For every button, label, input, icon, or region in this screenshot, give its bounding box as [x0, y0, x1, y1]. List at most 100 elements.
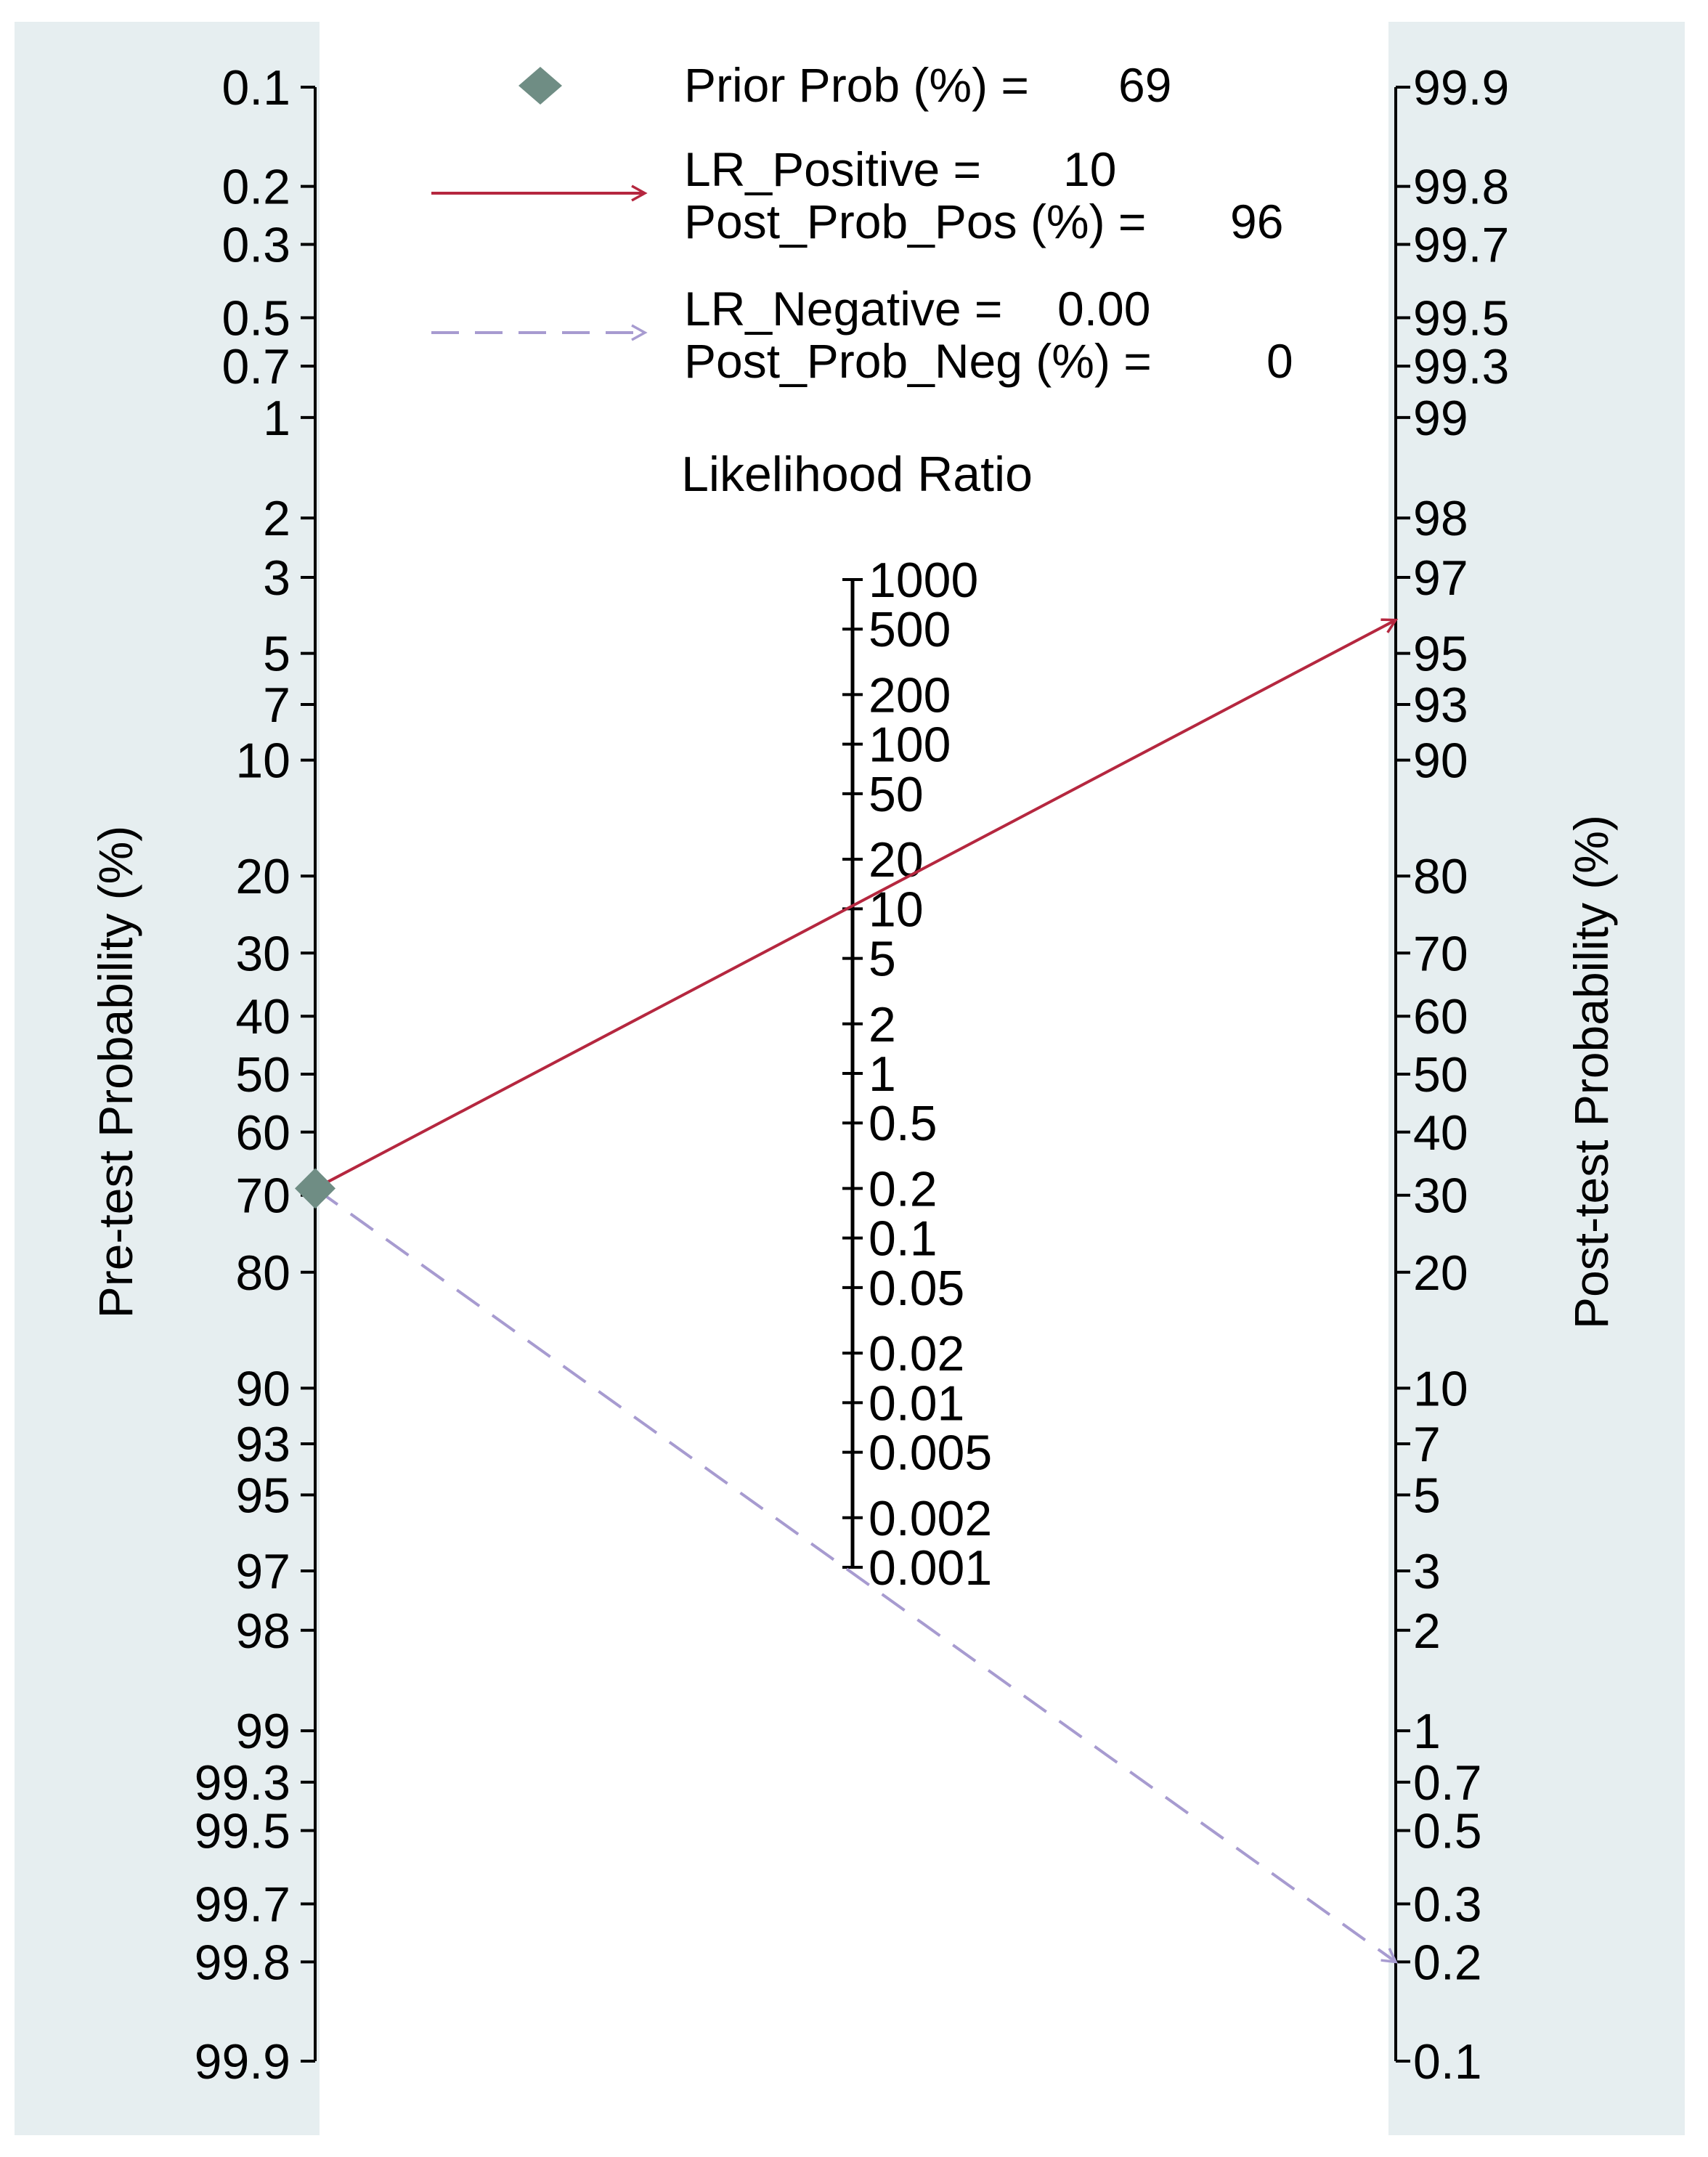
legend-lr-neg-label: LR_Negative =: [684, 282, 1002, 336]
pretest-tick-label: 95: [235, 1468, 290, 1523]
pretest-tick-label: 10: [235, 734, 290, 789]
lr-tick-label: 0.001: [869, 1540, 992, 1596]
posttest-tick-label: 0.5: [1413, 1804, 1482, 1859]
pretest-tick-label: 70: [235, 1169, 290, 1224]
pretest-tick-label: 0.2: [221, 160, 290, 215]
positive-lr-line: [314, 618, 1399, 1190]
posttest-tick-label: 95: [1413, 627, 1468, 682]
legend-lr-pos-value: 10: [1063, 142, 1116, 196]
pretest-tick-label: 20: [235, 849, 290, 904]
lr-tick-label: 100: [869, 718, 951, 773]
lr-tick-label: 20: [869, 832, 924, 887]
pretest-tick-label: 50: [235, 1047, 290, 1102]
pretest-tick-label: 99: [235, 1704, 290, 1759]
posttest-tick-label: 99.8: [1413, 160, 1509, 215]
pretest-tick-label: 99.8: [195, 1935, 290, 1990]
posttest-tick-label: 70: [1413, 926, 1468, 981]
legend-post-neg-value: 0: [1266, 334, 1293, 388]
pretest-tick-label: 93: [235, 1417, 290, 1472]
pretest-tick-label: 5: [263, 627, 290, 682]
lr-tick-label: 200: [869, 667, 951, 723]
posttest-axis: 99.999.899.799.599.399989795939080706050…: [1394, 60, 1509, 2089]
nomogram-lines: [295, 618, 1399, 1964]
lr-tick-label: 50: [869, 767, 924, 822]
legend: Prior Prob (%) = 69 LR_Positive = 10 Pos…: [431, 58, 1293, 388]
pretest-tick-label: 99.5: [195, 1804, 290, 1859]
pretest-tick-label: 0.1: [221, 60, 290, 115]
pretest-axis-title: Pre-test Probability (%): [89, 826, 142, 1319]
legend-prior-label: Prior Prob (%) =: [684, 58, 1029, 112]
lr-tick-label: 0.1: [869, 1211, 938, 1267]
lr-tick-label: 10: [869, 882, 924, 937]
pretest-tick-label: 99.9: [195, 2034, 290, 2089]
posttest-tick-label: 2: [1413, 1604, 1441, 1659]
lr-tick-label: 2: [869, 997, 896, 1052]
posttest-tick-label: 30: [1413, 1169, 1468, 1224]
legend-post-neg-label: Post_Prob_Neg (%) =: [684, 334, 1152, 388]
posttest-tick-label: 97: [1413, 551, 1468, 606]
negative-lr-line: [314, 1187, 1398, 1964]
pretest-tick-label: 97: [235, 1544, 290, 1599]
legend-prior-value: 69: [1118, 58, 1171, 112]
posttest-tick-label: 99: [1413, 391, 1468, 446]
posttest-tick-label: 90: [1413, 734, 1468, 789]
posttest-tick-label: 3: [1413, 1544, 1441, 1599]
pretest-tick-label: 98: [235, 1604, 290, 1659]
right-axis-panel: [1388, 22, 1685, 2135]
posttest-tick-label: 0.2: [1413, 1935, 1482, 1990]
lr-tick-label: 0.5: [869, 1096, 938, 1151]
pretest-tick-label: 0.5: [221, 291, 290, 346]
posttest-tick-label: 60: [1413, 989, 1468, 1044]
lr-tick-label: 1: [869, 1047, 896, 1102]
pretest-tick-label: 40: [235, 989, 290, 1044]
pretest-tick-label: 80: [235, 1246, 290, 1301]
prior-prob-marker: [295, 1168, 336, 1209]
posttest-tick-label: 98: [1413, 491, 1468, 546]
posttest-tick-label: 80: [1413, 849, 1468, 904]
posttest-tick-label: 7: [1413, 1417, 1441, 1472]
lr-tick-label: 0.002: [869, 1491, 992, 1546]
lr-tick-label: 0.05: [869, 1261, 964, 1316]
pretest-tick-label: 7: [263, 678, 290, 733]
pretest-tick-label: 3: [263, 551, 290, 606]
posttest-tick-label: 5: [1413, 1468, 1441, 1523]
posttest-tick-label: 10: [1413, 1361, 1468, 1416]
posttest-tick-label: 93: [1413, 678, 1468, 733]
lr-tick-label: 5: [869, 932, 896, 987]
posttest-tick-label: 99.3: [1413, 339, 1509, 394]
pretest-tick-label: 90: [235, 1361, 290, 1416]
pretest-tick-label: 99.3: [195, 1755, 290, 1811]
likelihood-ratio-title: Likelihood Ratio: [681, 447, 1033, 502]
posttest-tick-label: 0.7: [1413, 1755, 1482, 1811]
posttest-tick-label: 0.1: [1413, 2034, 1482, 2089]
posttest-tick-label: 0.3: [1413, 1877, 1482, 1932]
posttest-tick-label: 50: [1413, 1047, 1468, 1102]
pretest-tick-label: 0.3: [221, 218, 290, 273]
lr-tick-label: 1000: [869, 553, 978, 608]
posttest-tick-label: 99.7: [1413, 218, 1509, 273]
pretest-tick-label: 1: [263, 391, 290, 446]
likelihood-ratio-axis: 10005002001005020105210.50.20.10.050.020…: [842, 553, 992, 1596]
lr-tick-label: 0.2: [869, 1161, 938, 1216]
legend-lr-neg-value: 0.00: [1057, 282, 1150, 336]
lr-tick-label: 500: [869, 602, 951, 657]
legend-prior-marker: [518, 67, 562, 105]
lr-tick-label: 0.01: [869, 1376, 964, 1431]
legend-post-pos-label: Post_Prob_Pos (%) =: [684, 195, 1146, 248]
posttest-tick-label: 99.5: [1413, 291, 1509, 346]
posttest-tick-label: 1: [1413, 1704, 1441, 1759]
lr-tick-label: 0.005: [869, 1426, 992, 1481]
left-axis-panel: [15, 22, 320, 2135]
posttest-tick-label: 40: [1413, 1105, 1468, 1161]
pretest-tick-label: 0.7: [221, 339, 290, 394]
legend-lr-pos-label: LR_Positive =: [684, 142, 981, 196]
legend-post-pos-value: 96: [1230, 195, 1283, 248]
pretest-tick-label: 2: [263, 491, 290, 546]
lr-tick-label: 0.02: [869, 1326, 964, 1381]
pretest-tick-label: 60: [235, 1105, 290, 1161]
pretest-tick-label: 99.7: [195, 1877, 290, 1932]
posttest-tick-label: 99.9: [1413, 60, 1509, 115]
pretest-tick-label: 30: [235, 926, 290, 981]
